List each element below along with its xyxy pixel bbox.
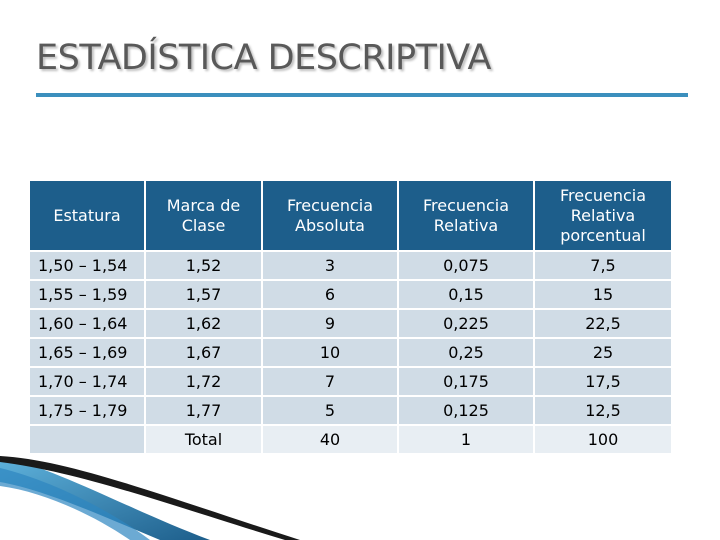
title-underline bbox=[36, 93, 688, 97]
cell-absoluta: 6 bbox=[263, 279, 399, 308]
header-frecuencia-relativa: Frecuencia Relativa bbox=[399, 181, 535, 250]
cell-marca: 1,52 bbox=[146, 250, 263, 279]
header-frecuencia-absoluta: Frecuencia Absoluta bbox=[263, 181, 399, 250]
cell-relativa: 0,225 bbox=[399, 308, 535, 337]
cell-estatura: 1,70 – 1,74 bbox=[30, 366, 146, 395]
header-frecuencia-relativa-porcentual: Frecuencia Relativa porcentual bbox=[535, 181, 671, 250]
cell-marca: 1,72 bbox=[146, 366, 263, 395]
cell-absoluta: 9 bbox=[263, 308, 399, 337]
cell-total-blank bbox=[30, 424, 146, 453]
total-relativa: 1 bbox=[399, 424, 535, 453]
cell-estatura: 1,60 – 1,64 bbox=[30, 308, 146, 337]
cell-relativa: 0,125 bbox=[399, 395, 535, 424]
total-porcentual: 100 bbox=[535, 424, 671, 453]
total-label: Total bbox=[146, 424, 263, 453]
cell-relativa: 0,15 bbox=[399, 279, 535, 308]
cell-absoluta: 3 bbox=[263, 250, 399, 279]
cell-porcentual: 7,5 bbox=[535, 250, 671, 279]
cell-porcentual: 22,5 bbox=[535, 308, 671, 337]
cell-absoluta: 5 bbox=[263, 395, 399, 424]
table-row: 1,60 – 1,64 1,62 9 0,225 22,5 bbox=[30, 308, 671, 337]
header-marca-de-clase: Marca de Clase bbox=[146, 181, 263, 250]
cell-absoluta: 7 bbox=[263, 366, 399, 395]
cell-marca: 1,77 bbox=[146, 395, 263, 424]
cell-estatura: 1,50 – 1,54 bbox=[30, 250, 146, 279]
cell-marca: 1,62 bbox=[146, 308, 263, 337]
decorative-swoosh bbox=[0, 456, 300, 540]
table-row: 1,50 – 1,54 1,52 3 0,075 7,5 bbox=[30, 250, 671, 279]
cell-estatura: 1,65 – 1,69 bbox=[30, 337, 146, 366]
table-row: 1,55 – 1,59 1,57 6 0,15 15 bbox=[30, 279, 671, 308]
cell-estatura: 1,55 – 1,59 bbox=[30, 279, 146, 308]
table-row: 1,65 – 1,69 1,67 10 0,25 25 bbox=[30, 337, 671, 366]
table-row: 1,70 – 1,74 1,72 7 0,175 17,5 bbox=[30, 366, 671, 395]
frequency-table: Estatura Marca de Clase Frecuencia Absol… bbox=[30, 181, 671, 453]
table-header-row: Estatura Marca de Clase Frecuencia Absol… bbox=[30, 181, 671, 250]
cell-porcentual: 12,5 bbox=[535, 395, 671, 424]
cell-marca: 1,67 bbox=[146, 337, 263, 366]
cell-relativa: 0,175 bbox=[399, 366, 535, 395]
total-absoluta: 40 bbox=[263, 424, 399, 453]
table-row: 1,75 – 1,79 1,77 5 0,125 12,5 bbox=[30, 395, 671, 424]
cell-absoluta: 10 bbox=[263, 337, 399, 366]
cell-porcentual: 17,5 bbox=[535, 366, 671, 395]
cell-relativa: 0,25 bbox=[399, 337, 535, 366]
cell-porcentual: 15 bbox=[535, 279, 671, 308]
cell-marca: 1,57 bbox=[146, 279, 263, 308]
page-title: ESTADÍSTICA DESCRIPTIVA bbox=[36, 38, 491, 78]
cell-porcentual: 25 bbox=[535, 337, 671, 366]
cell-estatura: 1,75 – 1,79 bbox=[30, 395, 146, 424]
header-estatura: Estatura bbox=[30, 181, 146, 250]
cell-relativa: 0,075 bbox=[399, 250, 535, 279]
total-row: Total 40 1 100 bbox=[30, 424, 671, 453]
